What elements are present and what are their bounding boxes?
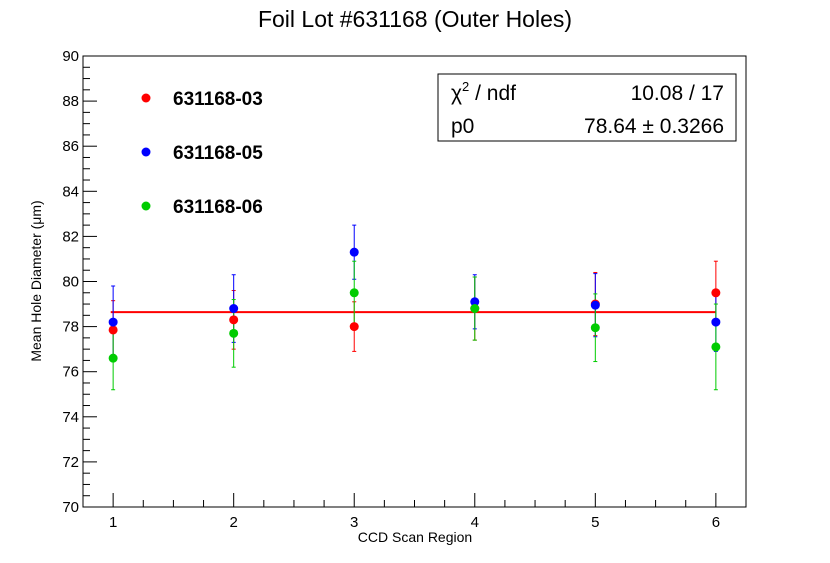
- y-tick-label: 82: [62, 228, 79, 245]
- x-tick-label: 5: [591, 514, 599, 531]
- data-point: [711, 342, 721, 352]
- markers-631168-05: [108, 247, 721, 327]
- y-tick-label: 86: [62, 138, 79, 155]
- y-tick-label: 72: [62, 454, 79, 471]
- p0-value: 78.64 ± 0.3266: [584, 115, 724, 138]
- legend-label: 631168-06: [173, 197, 263, 218]
- data-point: [108, 325, 118, 335]
- x-tick-label: 4: [471, 514, 479, 531]
- x-tick-label: 2: [230, 514, 238, 531]
- chi2-value: 10.08 / 17: [631, 82, 724, 105]
- y-axis-label: Mean Hole Diameter (μm): [28, 200, 44, 361]
- y-tick-label: 70: [62, 499, 79, 516]
- data-point: [108, 353, 118, 363]
- x-tick-label: 6: [712, 514, 720, 531]
- y-tick-label: 76: [62, 364, 79, 381]
- legend-marker: [141, 201, 151, 211]
- fit-stats-box: χ2 / ndf 10.08 / 17 p0 78.64 ± 0.3266: [437, 73, 737, 142]
- x-axis-label: CCD Scan Region: [358, 529, 472, 545]
- data-point: [108, 317, 118, 327]
- legend-label: 631168-03: [173, 89, 263, 110]
- chi2-superscript: 2: [462, 79, 469, 94]
- data-point: [229, 328, 239, 338]
- data-point: [711, 317, 721, 327]
- y-tick-label: 80: [62, 274, 79, 291]
- legend-label: 631168-05: [173, 143, 263, 164]
- y-tick-label: 90: [62, 48, 79, 65]
- data-point: [349, 288, 359, 298]
- y-tick-label: 74: [62, 409, 79, 426]
- data-point: [711, 288, 721, 298]
- legend-marker: [141, 93, 151, 103]
- x-tick-label: 1: [109, 514, 117, 531]
- legend: 631168-03 631168-05 631168-06: [141, 89, 263, 218]
- y-axis: 70 72 74 76 78 80 82 84 86 88 90: [62, 48, 97, 516]
- y-tick-label: 84: [62, 183, 79, 200]
- data-point: [229, 304, 239, 314]
- data-points: [108, 224, 721, 391]
- y-tick-label: 78: [62, 319, 79, 336]
- chart-title: Foil Lot #631168 (Outer Holes): [258, 6, 572, 32]
- fit-stats-frame: [437, 73, 737, 142]
- chi2-ndf-text: / ndf: [469, 82, 516, 105]
- x-axis: 1 2 3 4 5 6: [82, 493, 747, 531]
- x-tick-label: 3: [350, 514, 358, 531]
- chi2-label: χ2 / ndf: [451, 79, 516, 105]
- series-631168-05: [111, 224, 718, 359]
- y-tick-label: 88: [62, 93, 79, 110]
- series-631168-03: [111, 260, 718, 360]
- p0-label: p0: [451, 115, 474, 138]
- legend-marker: [141, 147, 151, 157]
- data-point: [470, 304, 480, 314]
- series-631168-06: [111, 260, 718, 391]
- data-point: [349, 322, 359, 332]
- data-point: [229, 315, 239, 325]
- data-point: [590, 323, 600, 333]
- data-point: [349, 247, 359, 257]
- data-point: [590, 300, 600, 310]
- markers-631168-06: [108, 288, 721, 363]
- data-point: [470, 297, 480, 307]
